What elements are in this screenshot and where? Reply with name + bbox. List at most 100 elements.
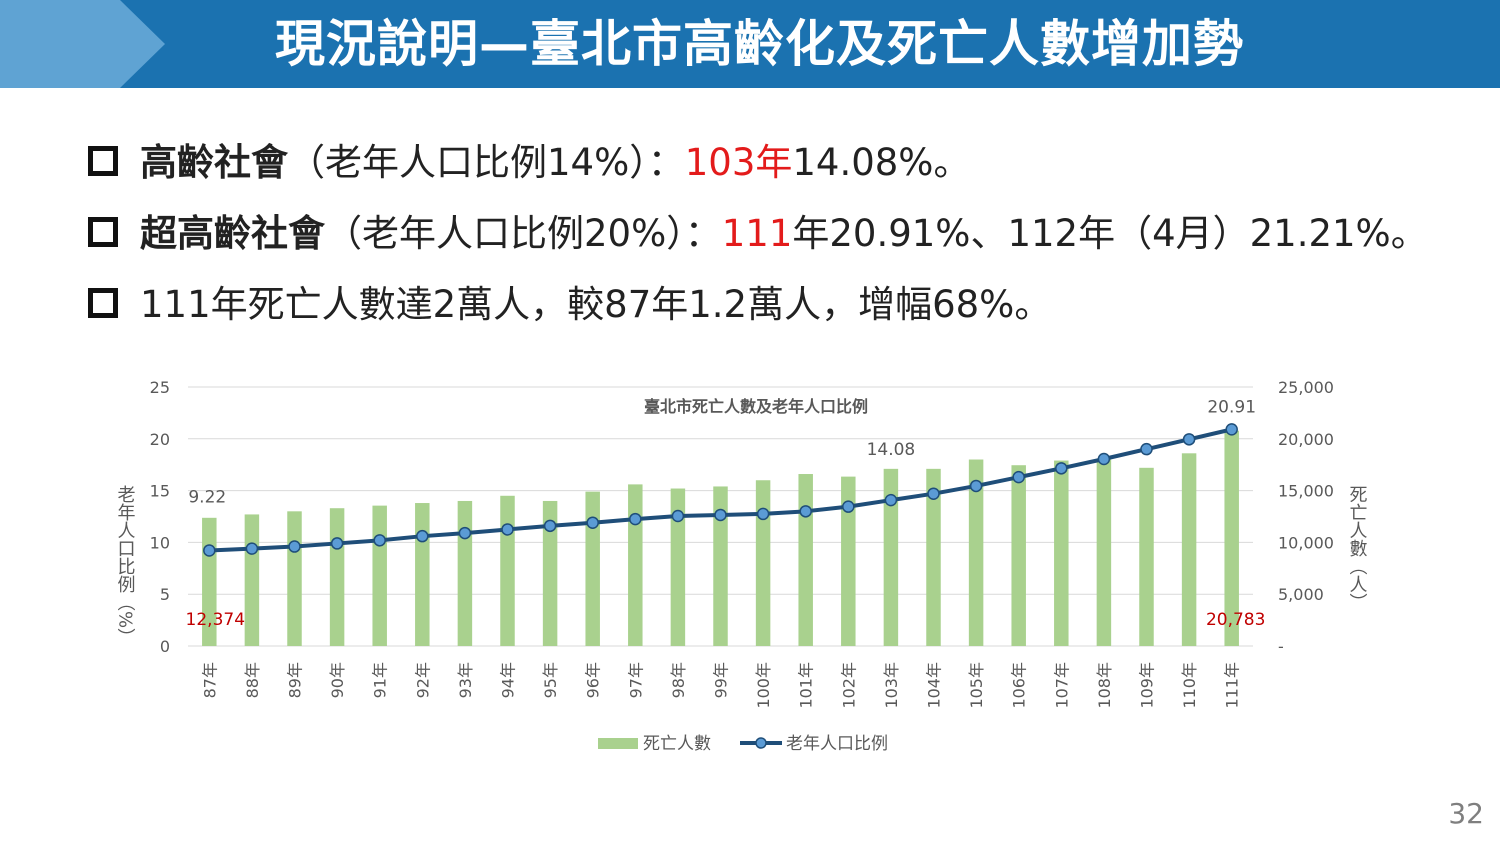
title-bar: 現況說明—臺北市高齡化及死亡人數增加勢 [0, 0, 1500, 88]
line-marker [1225, 423, 1238, 436]
x-tick-label: 104年 [925, 662, 944, 709]
chart-title: 臺北市死亡人數及老年人口比例 [644, 397, 868, 416]
line-marker [416, 529, 429, 543]
line-marker [756, 507, 770, 521]
chart-legend: 死亡人數 老年人口比例 [598, 734, 888, 754]
x-tick-label: 95年 [541, 662, 560, 698]
line-marker [245, 542, 259, 555]
bar-deaths [883, 468, 899, 646]
bar-deaths [841, 476, 856, 646]
x-tick-label: 109年 [1138, 662, 1157, 709]
chart-line [203, 423, 1238, 557]
x-tick-label: 97年 [626, 662, 645, 698]
bullet-1-rest: 14.08%。 [792, 141, 971, 184]
line-marker [330, 537, 344, 550]
bullet-3: 111年死亡人數達2萬人，較87年1.2萬人，增幅68%。 [88, 280, 1051, 330]
line-label-first: 9.22 [188, 487, 226, 507]
x-tick-label: 93年 [456, 662, 475, 698]
bullet-2-paren: （老年人口比例20%）： [325, 212, 722, 255]
line-marker [288, 540, 301, 553]
line-marker [799, 505, 812, 518]
slide-title: 現況說明—臺北市高齡化及死亡人數增加勢 [275, 15, 1244, 73]
left-tick-label: 10 [150, 533, 170, 552]
bullet-2-bold: 超高齡社會 [140, 212, 325, 255]
line-marker [203, 544, 216, 557]
line-marker [373, 534, 386, 547]
bullet-2-rest: 年20.91%、112年（4月）21.21%。 [792, 212, 1428, 255]
line-label-last: 20.91 [1207, 397, 1256, 417]
x-tick-label: 89年 [286, 662, 305, 698]
bar-deaths [1139, 467, 1154, 646]
x-tick-label: 110年 [1180, 662, 1199, 709]
bullet-1-highlight: 103年 [684, 141, 793, 184]
x-tick-label: 87年 [200, 662, 219, 698]
right-tick-label: 25,000 [1278, 378, 1334, 397]
checkbox-square-icon [88, 287, 118, 318]
line-marker [586, 516, 599, 529]
bar-deaths [415, 503, 430, 646]
line-marker [1012, 470, 1025, 484]
right-tick-label: 5,000 [1278, 585, 1324, 604]
left-tick-label: 5 [160, 585, 170, 604]
line-marker [714, 508, 727, 522]
x-tick-label: 103年 [882, 662, 901, 709]
line-marker [884, 493, 898, 507]
left-tick-label: 15 [150, 482, 170, 501]
x-tick-label: 106年 [1010, 662, 1029, 709]
line-marker [1097, 452, 1111, 466]
bar-deaths [1054, 460, 1069, 646]
line-marker [1140, 442, 1153, 456]
line-marker [1182, 433, 1196, 446]
bullet-2-highlight: 111 [721, 212, 793, 255]
bar-deaths [628, 484, 643, 646]
left-axis-label: 老年人口比例（%） [115, 485, 136, 646]
chart-ticks: 0 - 5 5,000 10 10,000 15 15,000 20 20,000 25 25,000… [150, 378, 1334, 709]
bar-deaths [500, 495, 515, 646]
legend-label-line: 老年人口比例 [786, 734, 888, 754]
right-tick-label: 20,000 [1278, 430, 1334, 449]
title-arrow-decoration [0, 0, 165, 88]
right-tick-label: 15,000 [1278, 482, 1334, 501]
left-tick-label: 25 [150, 378, 170, 397]
chart-bars [202, 430, 1239, 646]
bar-deaths [755, 480, 771, 646]
line-marker [927, 487, 940, 500]
line-marker [671, 509, 685, 523]
bar-deaths [670, 488, 686, 646]
x-tick-label: 91年 [371, 662, 390, 698]
right-tick-label: - [1278, 637, 1284, 656]
line-label-mid: 14.08 [867, 440, 916, 460]
x-tick-label: 102年 [839, 662, 858, 709]
page-number: 32 [1448, 797, 1484, 830]
x-tick-label: 111年 [1223, 662, 1242, 709]
bullet-1-paren: （老年人口比例14%）： [288, 141, 685, 184]
bar-deaths [713, 486, 728, 646]
x-tick-label: 92年 [413, 662, 432, 698]
left-tick-label: 0 [160, 637, 170, 656]
bar-deaths [1224, 430, 1239, 646]
line-marker [969, 479, 983, 493]
bullet-1: 高齡社會（老年人口比例14%）：103年14.08%。 [88, 138, 970, 188]
bar-deaths [287, 511, 302, 646]
x-tick-label: 94年 [499, 662, 518, 698]
bullet-3-text: 111年死亡人數達2萬人，較87年1.2萬人，增幅68%。 [140, 283, 1052, 326]
bar-deaths [457, 500, 473, 646]
line-marker [458, 526, 472, 540]
right-axis-label: 死亡人數（人） [1347, 485, 1368, 611]
left-tick-label: 20 [150, 430, 170, 449]
bar-deaths [1181, 453, 1197, 646]
line-marker [842, 500, 855, 513]
line-marker [1055, 462, 1068, 475]
bar-deaths [329, 508, 345, 646]
legend-swatch-marker [755, 737, 767, 749]
line-marker [629, 512, 642, 526]
x-tick-label: 101年 [797, 662, 816, 709]
bar-deaths [1011, 465, 1026, 646]
bar-deaths [585, 491, 600, 646]
x-tick-label: 100年 [754, 662, 773, 709]
legend-swatch-bars [598, 738, 638, 749]
bar-deaths [926, 468, 941, 646]
x-tick-label: 99年 [712, 662, 731, 698]
x-tick-label: 108年 [1095, 662, 1114, 709]
bar-deaths [968, 459, 984, 646]
